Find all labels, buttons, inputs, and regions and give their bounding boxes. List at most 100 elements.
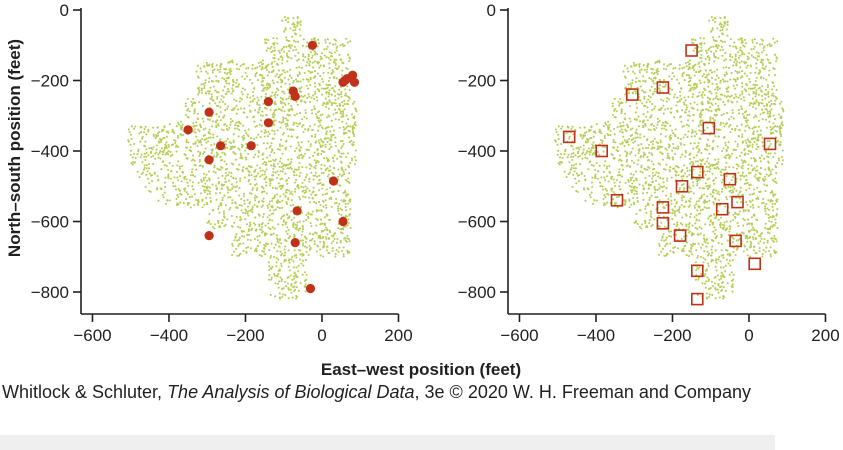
background-point xyxy=(320,167,323,170)
background-point xyxy=(239,216,242,219)
background-point xyxy=(688,250,691,253)
background-point xyxy=(280,73,283,76)
background-point xyxy=(253,196,256,199)
background-point xyxy=(184,105,187,108)
background-point xyxy=(234,190,237,193)
background-point xyxy=(304,176,307,179)
background-point xyxy=(310,56,313,59)
background-point xyxy=(241,75,244,78)
background-point xyxy=(664,147,667,150)
background-point xyxy=(760,51,764,54)
background-point xyxy=(681,216,684,219)
background-point xyxy=(328,84,331,87)
background-point xyxy=(751,236,754,239)
background-point xyxy=(716,192,719,195)
background-point xyxy=(325,47,328,50)
background-point xyxy=(662,99,665,102)
background-point xyxy=(710,280,714,283)
background-point xyxy=(269,254,272,258)
background-point xyxy=(296,24,299,27)
background-point xyxy=(240,209,243,212)
background-point xyxy=(258,167,262,170)
background-point xyxy=(231,84,235,87)
background-point xyxy=(656,123,659,126)
background-point xyxy=(310,193,313,196)
background-point xyxy=(286,182,289,185)
background-point xyxy=(265,68,269,72)
background-point xyxy=(625,130,628,133)
background-point xyxy=(284,103,287,107)
background-point xyxy=(582,151,585,154)
background-point xyxy=(668,211,672,214)
background-point xyxy=(342,191,345,194)
background-point xyxy=(757,93,760,96)
background-point xyxy=(264,93,268,96)
background-point xyxy=(723,136,726,139)
background-point xyxy=(260,130,263,133)
background-point xyxy=(330,242,333,245)
background-point xyxy=(129,133,133,136)
background-point xyxy=(730,94,733,97)
background-point xyxy=(304,245,307,248)
background-point xyxy=(331,249,334,252)
background-point xyxy=(600,132,603,135)
background-point xyxy=(144,185,147,188)
background-point xyxy=(696,108,699,111)
background-point xyxy=(319,223,322,226)
background-point xyxy=(233,221,236,224)
background-point xyxy=(205,64,209,67)
background-point xyxy=(742,115,745,118)
background-point xyxy=(719,216,723,219)
background-point xyxy=(159,137,162,141)
background-point xyxy=(235,63,239,66)
background-point xyxy=(730,178,733,182)
background-point xyxy=(679,156,682,159)
background-point xyxy=(689,250,693,253)
background-point xyxy=(767,93,770,96)
background-point xyxy=(291,278,294,281)
background-point xyxy=(681,199,684,202)
background-point xyxy=(703,250,706,253)
background-point xyxy=(324,97,327,100)
background-point xyxy=(225,163,228,166)
background-point xyxy=(762,46,765,50)
background-point xyxy=(178,175,182,178)
background-point xyxy=(605,175,609,178)
background-point xyxy=(698,61,701,64)
background-point xyxy=(635,190,638,193)
background-point xyxy=(233,127,236,130)
background-point xyxy=(664,238,668,241)
background-point xyxy=(176,176,179,179)
background-point xyxy=(263,234,266,237)
background-point xyxy=(193,108,196,111)
background-point xyxy=(213,166,216,169)
background-point xyxy=(277,173,280,176)
background-point xyxy=(634,154,637,157)
background-point xyxy=(274,75,277,78)
background-point xyxy=(618,168,621,171)
background-point xyxy=(700,272,703,276)
background-point xyxy=(723,224,726,227)
background-point xyxy=(743,218,746,222)
background-point xyxy=(272,158,275,161)
background-point xyxy=(579,163,582,166)
background-point xyxy=(331,247,334,250)
background-point xyxy=(635,102,638,105)
background-point xyxy=(725,66,728,69)
background-point xyxy=(685,167,689,170)
background-point xyxy=(631,189,634,192)
background-point xyxy=(701,158,704,161)
background-point xyxy=(556,153,559,156)
background-point xyxy=(256,235,259,238)
background-point xyxy=(747,140,750,143)
background-point xyxy=(697,212,700,215)
background-point xyxy=(702,37,706,40)
background-point xyxy=(300,141,303,144)
background-point xyxy=(737,224,740,228)
background-point xyxy=(658,187,661,190)
background-point xyxy=(566,125,569,128)
background-point xyxy=(221,174,224,177)
background-point xyxy=(723,275,726,278)
background-point xyxy=(582,144,585,147)
background-point xyxy=(560,127,563,130)
